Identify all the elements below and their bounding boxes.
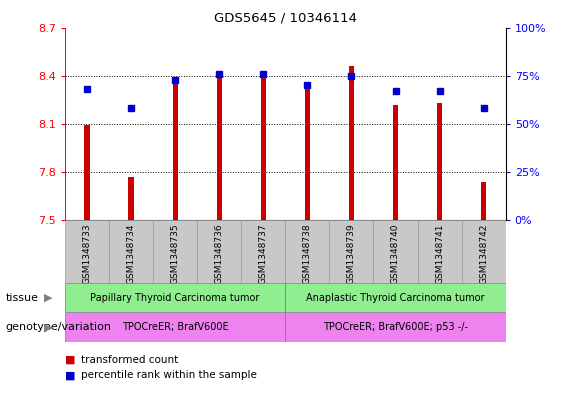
FancyBboxPatch shape [285, 312, 506, 342]
FancyBboxPatch shape [418, 220, 462, 283]
Bar [216, 75, 222, 220]
Text: TPOCreER; BrafV600E: TPOCreER; BrafV600E [122, 322, 228, 332]
FancyBboxPatch shape [241, 220, 285, 283]
Text: transformed count: transformed count [81, 354, 178, 365]
Bar [349, 66, 354, 220]
Text: GSM1348733: GSM1348733 [82, 223, 92, 284]
Text: percentile rank within the sample: percentile rank within the sample [81, 370, 257, 380]
Text: ▶: ▶ [44, 293, 53, 303]
Text: GSM1348742: GSM1348742 [479, 223, 488, 284]
FancyBboxPatch shape [285, 220, 329, 283]
FancyBboxPatch shape [373, 220, 418, 283]
FancyBboxPatch shape [65, 283, 285, 312]
FancyBboxPatch shape [65, 312, 285, 342]
Text: GSM1348734: GSM1348734 [127, 223, 136, 284]
Text: ■: ■ [65, 370, 76, 380]
FancyBboxPatch shape [153, 220, 197, 283]
FancyBboxPatch shape [329, 220, 373, 283]
Text: tissue: tissue [6, 293, 38, 303]
Text: GSM1348736: GSM1348736 [215, 223, 224, 284]
Text: Papillary Thyroid Carcinoma tumor: Papillary Thyroid Carcinoma tumor [90, 293, 260, 303]
Text: GSM1348739: GSM1348739 [347, 223, 356, 284]
Bar [260, 75, 266, 220]
Text: ▶: ▶ [44, 322, 53, 332]
Text: ■: ■ [65, 354, 76, 365]
Text: genotype/variation: genotype/variation [6, 322, 112, 332]
Text: GSM1348740: GSM1348740 [391, 223, 400, 284]
Bar [393, 105, 398, 220]
Bar [128, 177, 134, 220]
FancyBboxPatch shape [197, 220, 241, 283]
Text: GSM1348735: GSM1348735 [171, 223, 180, 284]
Text: GSM1348741: GSM1348741 [435, 223, 444, 284]
FancyBboxPatch shape [462, 220, 506, 283]
Title: GDS5645 / 10346114: GDS5645 / 10346114 [214, 12, 357, 25]
Bar [437, 103, 442, 220]
FancyBboxPatch shape [285, 283, 506, 312]
Text: GSM1348738: GSM1348738 [303, 223, 312, 284]
Bar [172, 84, 178, 220]
FancyBboxPatch shape [65, 220, 109, 283]
FancyBboxPatch shape [109, 220, 153, 283]
Text: Anaplastic Thyroid Carcinoma tumor: Anaplastic Thyroid Carcinoma tumor [306, 293, 485, 303]
Text: GSM1348737: GSM1348737 [259, 223, 268, 284]
Bar [305, 84, 310, 220]
Bar [84, 125, 90, 220]
Bar [481, 182, 486, 220]
Text: TPOCreER; BrafV600E; p53 -/-: TPOCreER; BrafV600E; p53 -/- [323, 322, 468, 332]
